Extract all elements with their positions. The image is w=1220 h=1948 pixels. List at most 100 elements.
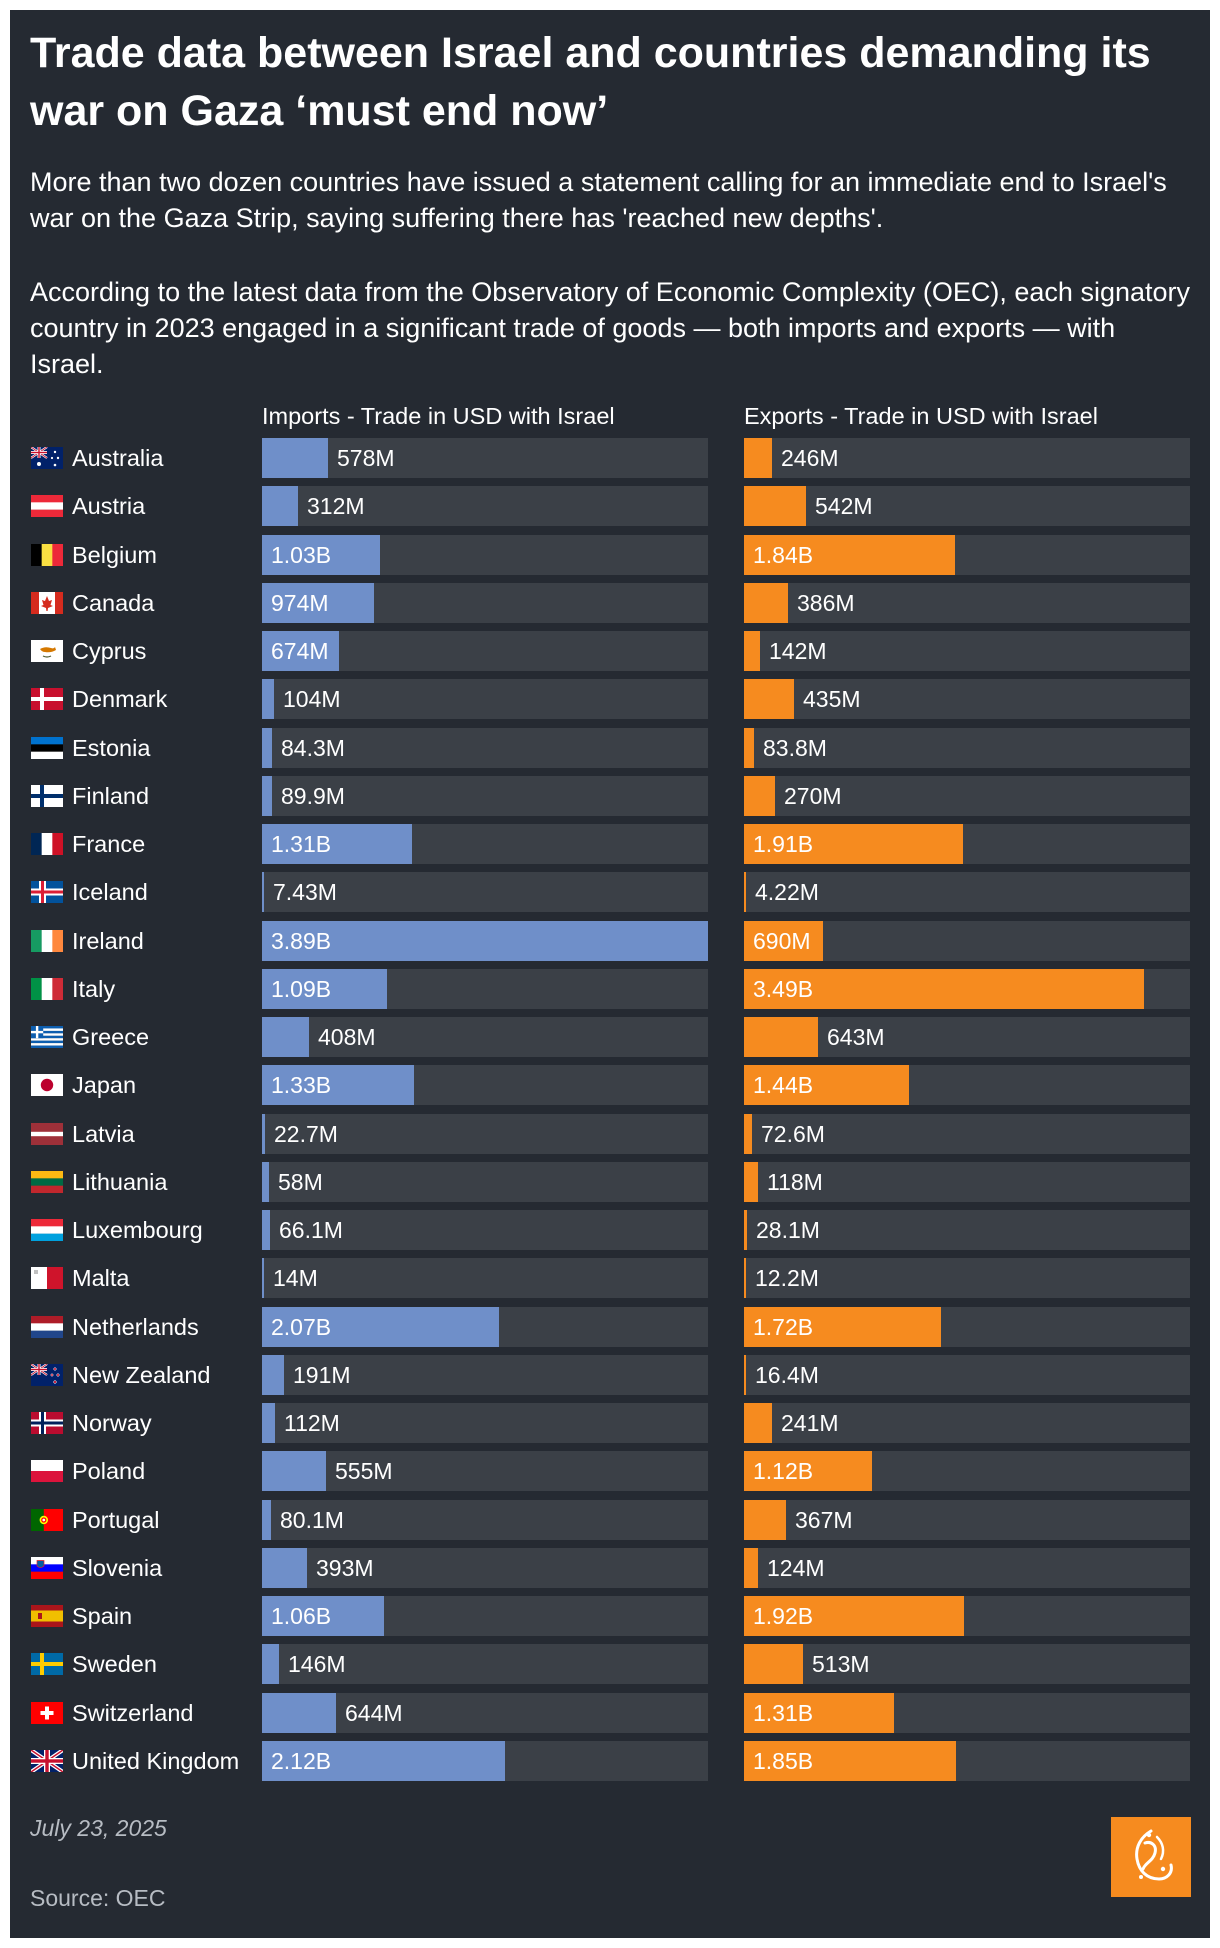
exports-bar <box>744 1258 746 1299</box>
exports-track: 1.44B <box>744 1065 1190 1106</box>
exports-bar <box>744 920 823 961</box>
exports-track: 1.12B <box>744 1451 1190 1492</box>
imports-track: 2.07B <box>262 1306 708 1347</box>
exports-bar <box>744 582 788 623</box>
exports-bar <box>744 1740 956 1781</box>
exports-value-label: 1.12B <box>753 1458 814 1485</box>
exports-value-label: 1.91B <box>753 831 814 857</box>
flag-ch-icon <box>31 1701 63 1724</box>
imports-track: 80.1M <box>262 1499 708 1540</box>
exports-track: 16.4M <box>744 1354 1190 1395</box>
imports-value-label: 66.1M <box>279 1217 343 1243</box>
country-label: Austria <box>72 493 146 520</box>
exports-value-label: 542M <box>815 493 873 520</box>
exports-bar <box>744 1692 894 1733</box>
exports-value-label: 12.2M <box>755 1265 819 1292</box>
imports-bar <box>262 1017 309 1057</box>
imports-value-label: 1.06B <box>271 1603 332 1629</box>
exports-track: 690M <box>744 920 1190 961</box>
country-row: Japan 1.33B 1.44B <box>0 1065 1220 1106</box>
country-label: United Kingdom <box>72 1747 240 1774</box>
exports-track: 1.84B <box>744 534 1190 575</box>
exports-value-label: 513M <box>812 1651 870 1678</box>
imports-bar <box>262 1547 307 1588</box>
imports-bar <box>262 1644 279 1685</box>
imports-track: 674M <box>262 631 708 671</box>
imports-track: 1.31B <box>262 824 708 864</box>
exports-value-label: 1.31B <box>753 1699 814 1726</box>
exports-track: 542M <box>744 486 1190 527</box>
exports-bar <box>744 1017 818 1057</box>
imports-track: 66.1M <box>262 1210 708 1250</box>
flag-gr-icon <box>31 1026 63 1048</box>
imports-value-label: 1.31B <box>271 831 332 857</box>
exports-value-label: 1.92B <box>753 1603 814 1629</box>
country-label: Latvia <box>72 1120 135 1147</box>
imports-bar <box>262 582 374 623</box>
imports-panel-header: Imports - Trade in USD with Israel <box>262 403 615 429</box>
exports-value-label: 28.1M <box>756 1217 820 1243</box>
exports-value-label: 435M <box>803 686 861 713</box>
country-label: New Zealand <box>72 1361 211 1388</box>
country-label: Denmark <box>72 686 168 713</box>
country-label: Canada <box>72 589 155 616</box>
imports-bar <box>262 1692 336 1733</box>
country-label: France <box>72 831 146 857</box>
exports-track: 28.1M <box>744 1210 1190 1250</box>
flag-jp-icon <box>31 1074 63 1097</box>
imports-track: 89.9M <box>262 775 708 816</box>
country-label: Greece <box>72 1024 150 1050</box>
exports-bar <box>744 534 955 575</box>
imports-value-label: 89.9M <box>281 782 345 809</box>
exports-track: 4.22M <box>744 872 1190 913</box>
country-row: Malta 14M 12.2M <box>0 1258 1220 1299</box>
imports-track: 1.06B <box>262 1596 708 1636</box>
country-row: Sweden 146M 513M <box>0 1644 1220 1685</box>
country-row: Norway 112M 241M <box>0 1403 1220 1443</box>
country-label: Australia <box>72 445 164 471</box>
imports-track: 104M <box>262 679 708 720</box>
country-row: Canada 974M 386M <box>0 582 1220 623</box>
imports-bar <box>262 1210 270 1250</box>
imports-track: 408M <box>262 1017 708 1057</box>
exports-value-label: 118M <box>767 1168 823 1195</box>
intro-paragraph-1: More than two dozen countries have issue… <box>30 167 1167 233</box>
imports-value-label: 674M <box>271 638 329 664</box>
exports-value-label: 241M <box>781 1410 839 1436</box>
exports-track: 142M <box>744 631 1190 671</box>
imports-value-label: 1.33B <box>271 1072 332 1099</box>
country-label: Norway <box>72 1410 152 1436</box>
exports-track: 1.72B <box>744 1306 1190 1347</box>
country-label: Finland <box>72 782 150 809</box>
flag-dk-icon <box>31 688 63 711</box>
imports-track: 1.09B <box>262 968 708 1009</box>
imports-value-label: 393M <box>316 1554 374 1581</box>
imports-value-label: 14M <box>273 1265 318 1292</box>
imports-bar <box>262 534 380 575</box>
country-row: Iceland 7.43M 4.22M <box>0 872 1220 913</box>
exports-value-label: 16.4M <box>755 1361 819 1388</box>
imports-value-label: 58M <box>278 1168 323 1195</box>
country-label: Ireland <box>72 927 144 954</box>
imports-value-label: 22.7M <box>274 1120 338 1147</box>
flag-es-icon <box>31 1605 63 1627</box>
exports-track: 72.6M <box>744 1113 1190 1154</box>
exports-track: 246M <box>744 438 1190 478</box>
exports-bar <box>744 1210 747 1250</box>
exports-bar <box>744 1306 941 1347</box>
exports-value-label: 270M <box>784 782 842 809</box>
imports-track: 58M <box>262 1161 708 1202</box>
exports-value-label: 386M <box>797 589 855 616</box>
imports-value-label: 80.1M <box>280 1506 344 1533</box>
country-row: Greece 408M 643M <box>0 1017 1220 1057</box>
exports-track: 1.31B <box>744 1692 1190 1733</box>
imports-value-label: 104M <box>283 686 341 713</box>
flag-lt-icon <box>31 1170 63 1193</box>
flag-si-icon <box>31 1556 63 1579</box>
country-label: Malta <box>72 1265 130 1292</box>
exports-track: 83.8M <box>744 727 1190 768</box>
chart-title: Trade data between Israel and countries … <box>30 29 1151 135</box>
exports-value-label: 1.72B <box>753 1313 814 1340</box>
exports-value-label: 142M <box>769 638 827 664</box>
imports-track: 393M <box>262 1547 708 1588</box>
